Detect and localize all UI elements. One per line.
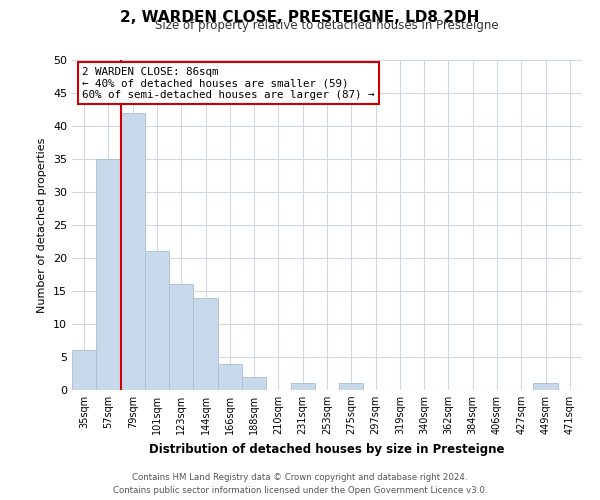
Bar	[218, 364, 242, 390]
Bar	[72, 350, 96, 390]
Title: Size of property relative to detached houses in Presteigne: Size of property relative to detached ho…	[155, 20, 499, 32]
Bar	[242, 377, 266, 390]
Bar	[169, 284, 193, 390]
Y-axis label: Number of detached properties: Number of detached properties	[37, 138, 47, 312]
Bar	[290, 384, 315, 390]
Bar	[339, 384, 364, 390]
Bar	[96, 159, 121, 390]
X-axis label: Distribution of detached houses by size in Presteigne: Distribution of detached houses by size …	[149, 442, 505, 456]
Text: 2, WARDEN CLOSE, PRESTEIGNE, LD8 2DH: 2, WARDEN CLOSE, PRESTEIGNE, LD8 2DH	[121, 10, 479, 25]
Text: Contains HM Land Registry data © Crown copyright and database right 2024.
Contai: Contains HM Land Registry data © Crown c…	[113, 473, 487, 495]
Bar	[121, 113, 145, 390]
Text: 2 WARDEN CLOSE: 86sqm
← 40% of detached houses are smaller (59)
60% of semi-deta: 2 WARDEN CLOSE: 86sqm ← 40% of detached …	[82, 66, 374, 100]
Bar	[533, 384, 558, 390]
Bar	[145, 252, 169, 390]
Bar	[193, 298, 218, 390]
